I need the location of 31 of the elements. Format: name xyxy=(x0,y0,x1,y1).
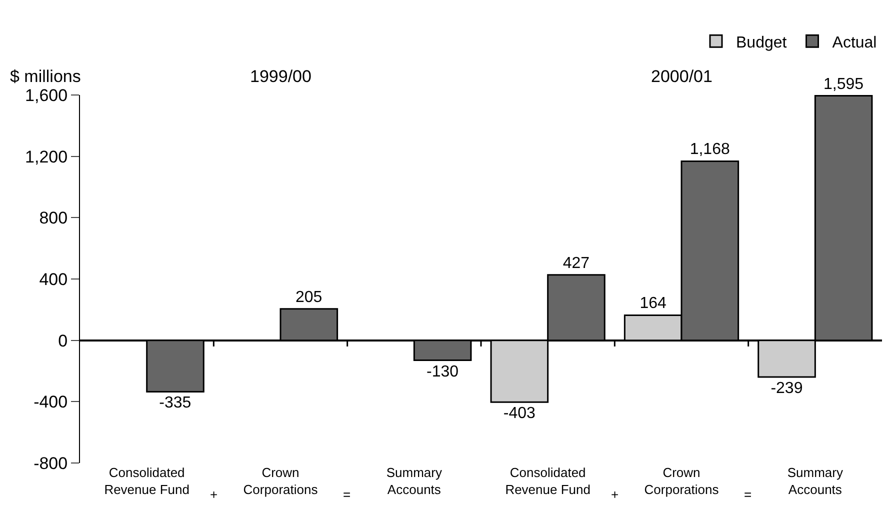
text: 2000/01 xyxy=(651,67,712,86)
data-label: 1,595 xyxy=(824,76,864,93)
text: 1999/00 xyxy=(250,67,312,86)
text: + xyxy=(611,487,619,502)
y-axis-title: $ millions xyxy=(10,67,81,86)
y-tick-label: 400 xyxy=(39,270,68,289)
text: = xyxy=(744,487,752,502)
y-tick-label: 0 xyxy=(58,331,68,350)
data-label: 427 xyxy=(562,254,590,272)
y-tick-label: 1,600 xyxy=(25,86,68,105)
data-label: -403 xyxy=(503,405,536,422)
data-label: -335 xyxy=(159,394,192,412)
legend-label: Budget xyxy=(736,34,788,52)
x-tick-label: Consolidated Revenue Fund xyxy=(505,465,590,497)
data-label: 164 xyxy=(640,295,666,312)
text: + xyxy=(210,487,218,502)
data-label: -239 xyxy=(770,380,803,397)
y-tick-label: 1,200 xyxy=(25,147,68,166)
x-tick-label: Summary Accounts xyxy=(787,465,844,497)
data-label: -130 xyxy=(426,363,459,380)
y-tick-label: -800 xyxy=(34,454,68,473)
legend-label: Actual xyxy=(832,34,877,52)
y-tick-label: -400 xyxy=(34,392,68,412)
y-tick-label: 800 xyxy=(39,208,68,228)
x-tick-label: Crown Corporations xyxy=(243,465,318,497)
text: = xyxy=(343,487,351,502)
x-tick-label: Crown Corporations xyxy=(644,465,720,497)
x-tick-label: Consolidated Revenue Fund xyxy=(104,465,190,497)
data-label: 205 xyxy=(296,288,322,306)
data-label: 1,168 xyxy=(690,141,730,158)
x-tick-label: Summary Accounts xyxy=(386,465,442,497)
